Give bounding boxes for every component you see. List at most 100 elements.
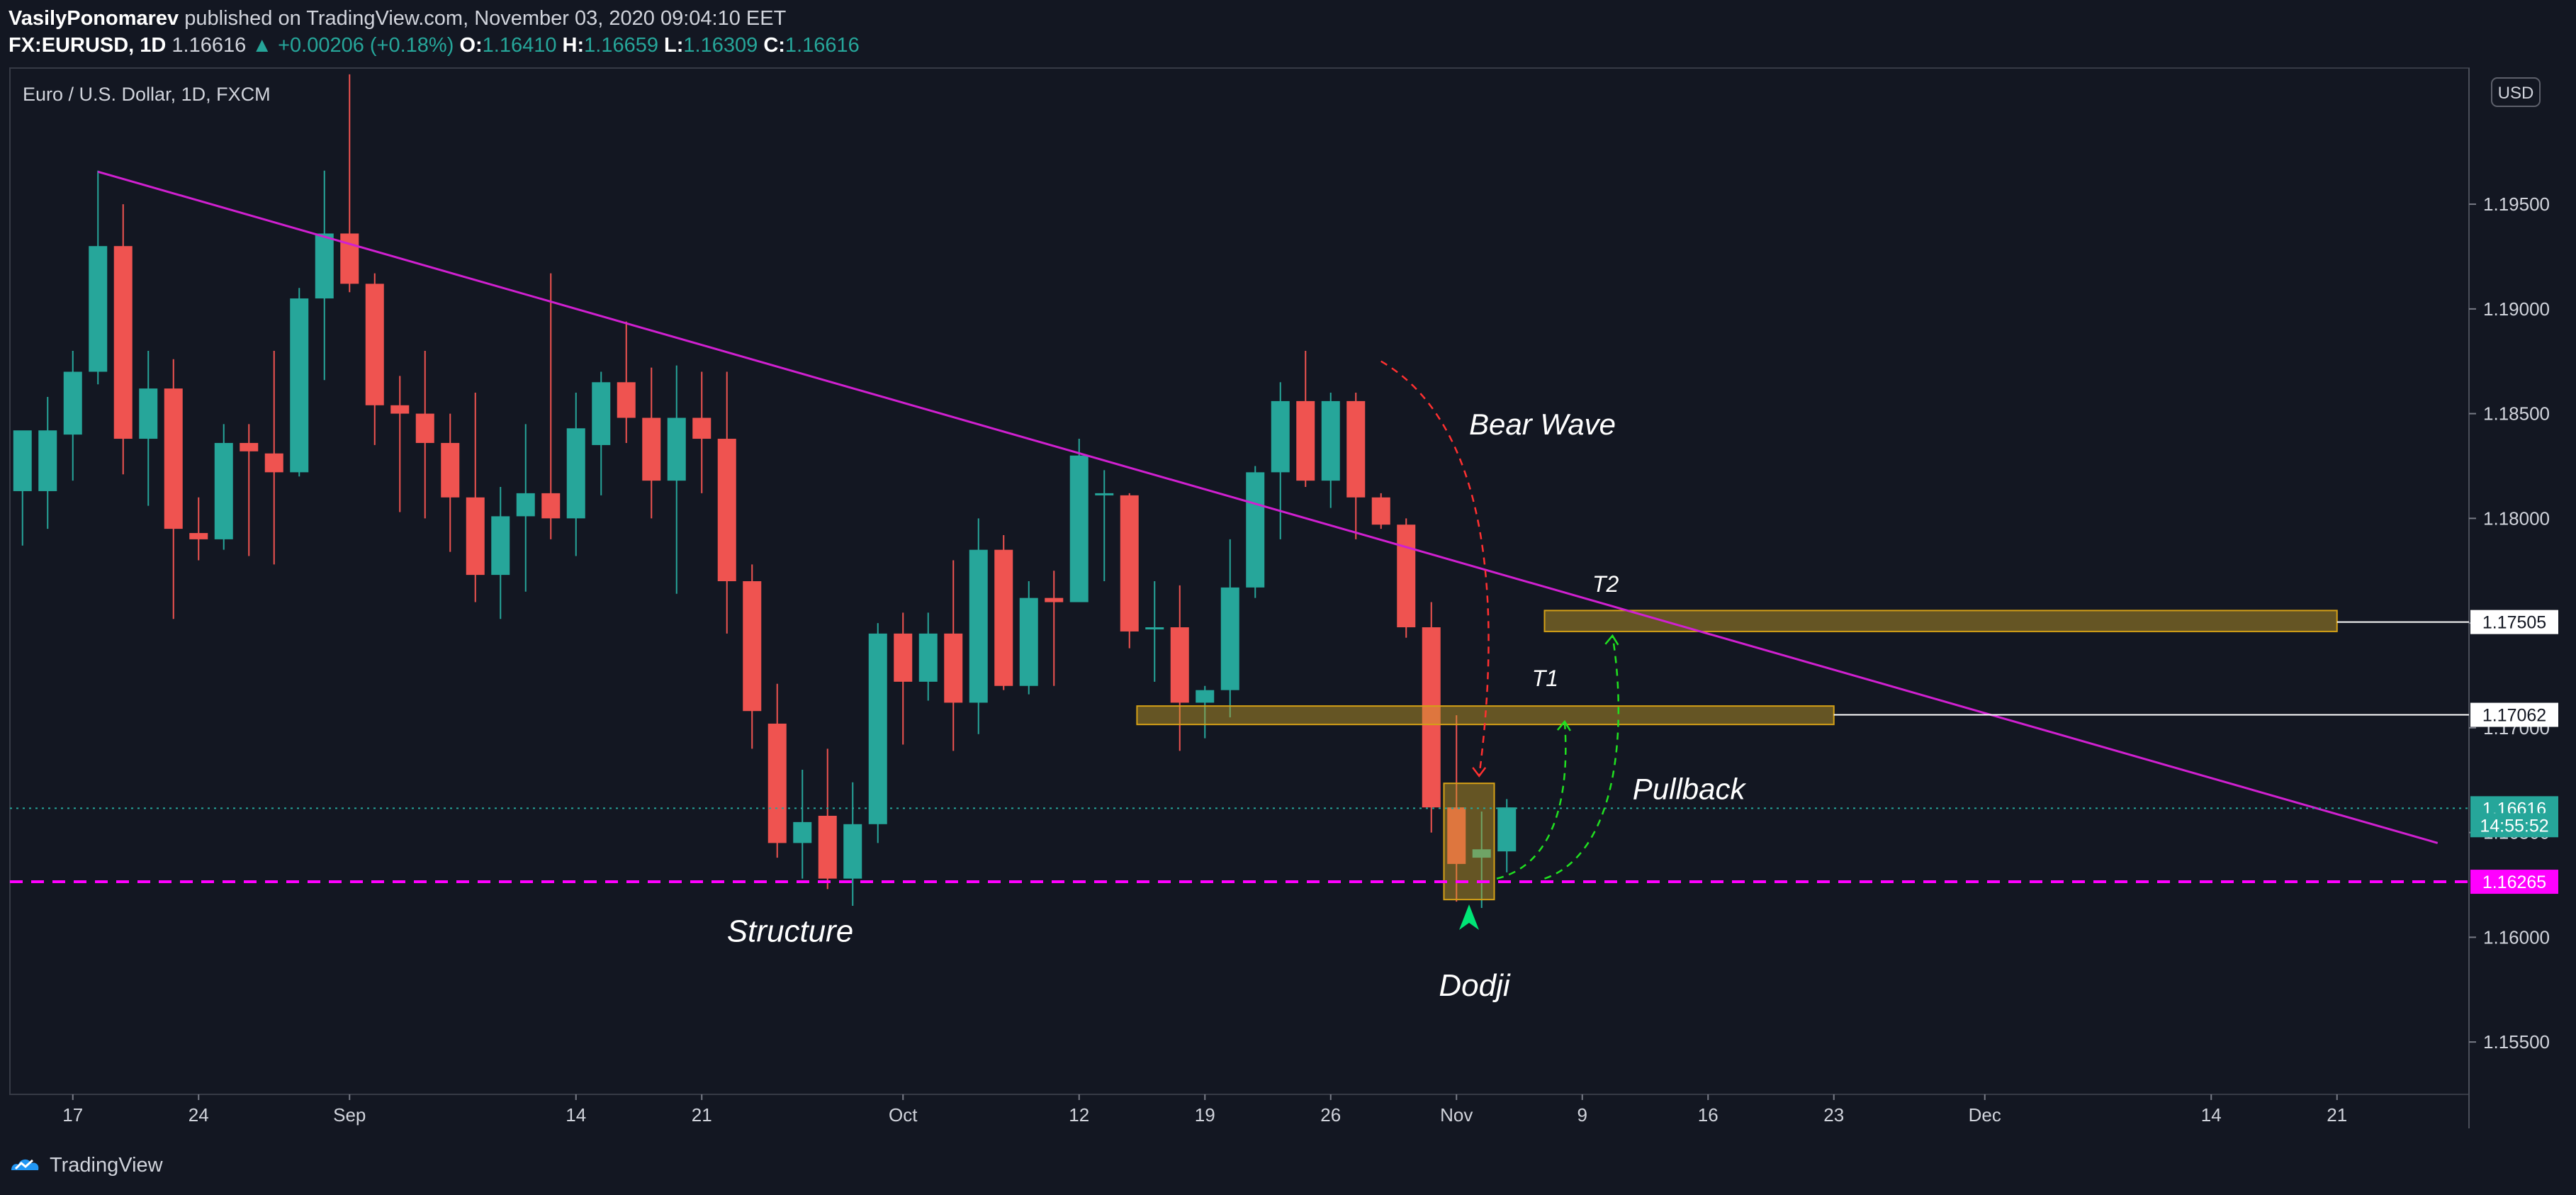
candle-body [38, 430, 57, 491]
x-tick-label: Dec [1969, 1104, 2001, 1126]
price-label: 1.17505 [2482, 613, 2546, 633]
price-label: 1.17062 [2482, 706, 2546, 726]
candle-body [793, 821, 812, 843]
candle-body [315, 233, 334, 299]
price-label-box [2470, 610, 2558, 634]
pullback-arrowhead-t1 [1556, 719, 1571, 731]
open-value: 1.16410 [482, 34, 557, 57]
candle-body [969, 549, 988, 703]
pullback-arrow-t1 [1496, 721, 1567, 880]
candle-body [89, 246, 108, 372]
candle-body [1271, 400, 1290, 473]
y-tick-label: 1.16000 [2483, 926, 2550, 948]
x-tick-label: 21 [692, 1104, 712, 1126]
candle-body [1095, 493, 1114, 495]
x-tick-label: Sep [333, 1104, 366, 1126]
price-label-box [2470, 813, 2558, 838]
x-tick-label: 17 [62, 1104, 83, 1126]
x-tick-label: 16 [1698, 1104, 1719, 1126]
author-name[interactable]: VasilyPonomarev [9, 7, 179, 30]
x-tick-label: 24 [189, 1104, 209, 1126]
candle-body [642, 417, 661, 481]
candle-body [164, 388, 183, 529]
last-price: 1.16616 [171, 34, 247, 57]
candle-body [365, 284, 384, 405]
currency-label: USD [2498, 84, 2534, 103]
plot-frame [9, 67, 2470, 1095]
tradingview-logo-icon [11, 1159, 39, 1170]
currency-badge[interactable] [2491, 77, 2541, 107]
candle-body [944, 633, 963, 703]
candle-body [415, 413, 434, 443]
annotation-text: T1 [1532, 666, 1558, 691]
candle-body [466, 497, 485, 576]
x-tick-label: 26 [1320, 1104, 1341, 1126]
x-tick-label: 14 [2201, 1104, 2222, 1126]
price-change: ▲ +0.00206 (+0.18%) [252, 34, 454, 57]
x-tick-label: Nov [1440, 1104, 1473, 1126]
candle-body [1447, 807, 1466, 864]
y-tick-label: 1.15500 [2483, 1031, 2550, 1053]
candle-body [189, 533, 208, 539]
x-tick-label: 14 [566, 1104, 586, 1126]
candle-body [290, 298, 309, 473]
candle-body [692, 417, 712, 439]
candle-body [717, 439, 736, 581]
y-tick-label: 1.18500 [2483, 403, 2550, 425]
candle-body [843, 824, 862, 879]
candle-body [1397, 524, 1416, 628]
chart-title: Euro / U.S. Dollar, 1D, FXCM [23, 84, 271, 105]
target-zone [1543, 610, 2338, 632]
annotation-text: Pullback [1633, 772, 1747, 805]
candle-body [1371, 497, 1390, 525]
candle-body [390, 405, 410, 414]
candle-body [1422, 627, 1441, 808]
candle-body [617, 382, 636, 418]
x-tick-label: 12 [1069, 1104, 1089, 1126]
price-label-box [2470, 702, 2558, 727]
candle-body [516, 493, 535, 517]
candle-body [1019, 598, 1038, 686]
candle-body [1346, 400, 1366, 498]
candle-body [767, 723, 787, 843]
candle-body [994, 549, 1013, 686]
tradingview-brand[interactable]: TradingView [9, 1150, 163, 1181]
candle-body [1120, 495, 1139, 632]
candle-body [918, 633, 938, 682]
y-tick-label: 1.19500 [2483, 193, 2550, 215]
candle-body [240, 442, 259, 451]
candle-body [667, 417, 686, 481]
candle-body [1472, 849, 1491, 858]
candle-body [1246, 472, 1265, 588]
y-tick-label: 1.19000 [2483, 298, 2550, 320]
x-tick-label: 21 [2327, 1104, 2347, 1126]
candle-body [441, 442, 460, 498]
brand-name: TradingView [50, 1153, 163, 1177]
candle-body [1497, 807, 1517, 852]
close-value: 1.16616 [784, 34, 860, 57]
symbol-name: FX:EURUSD, 1D [9, 34, 167, 57]
candle-body [743, 581, 762, 712]
candle-body [541, 493, 561, 519]
low-label: L: [664, 34, 684, 57]
candle-body [63, 371, 82, 435]
candle-body [868, 633, 887, 824]
price-label: 14:55:52 [2480, 816, 2548, 836]
y-tick-label: 1.18000 [2483, 507, 2550, 529]
candle-body [1069, 455, 1089, 602]
pullback-arrow-t2 [1544, 635, 1620, 880]
candle-body [1145, 627, 1164, 630]
candle-body [1170, 627, 1189, 703]
x-tick-label: 23 [1823, 1104, 1844, 1126]
x-tick-label: 9 [1577, 1104, 1587, 1126]
published-text: published on TradingView.com, November 0… [184, 7, 787, 30]
publish-info: VasilyPonomarev published on TradingView… [9, 4, 786, 33]
bear-wave-arrow [1380, 360, 1490, 776]
candle-body [566, 428, 585, 519]
annotation-text: Dodji [1439, 968, 1510, 1003]
x-tick-label: Oct [889, 1104, 918, 1126]
candle-body [491, 516, 510, 576]
candle-body [1196, 690, 1215, 703]
candle-body [113, 246, 133, 439]
